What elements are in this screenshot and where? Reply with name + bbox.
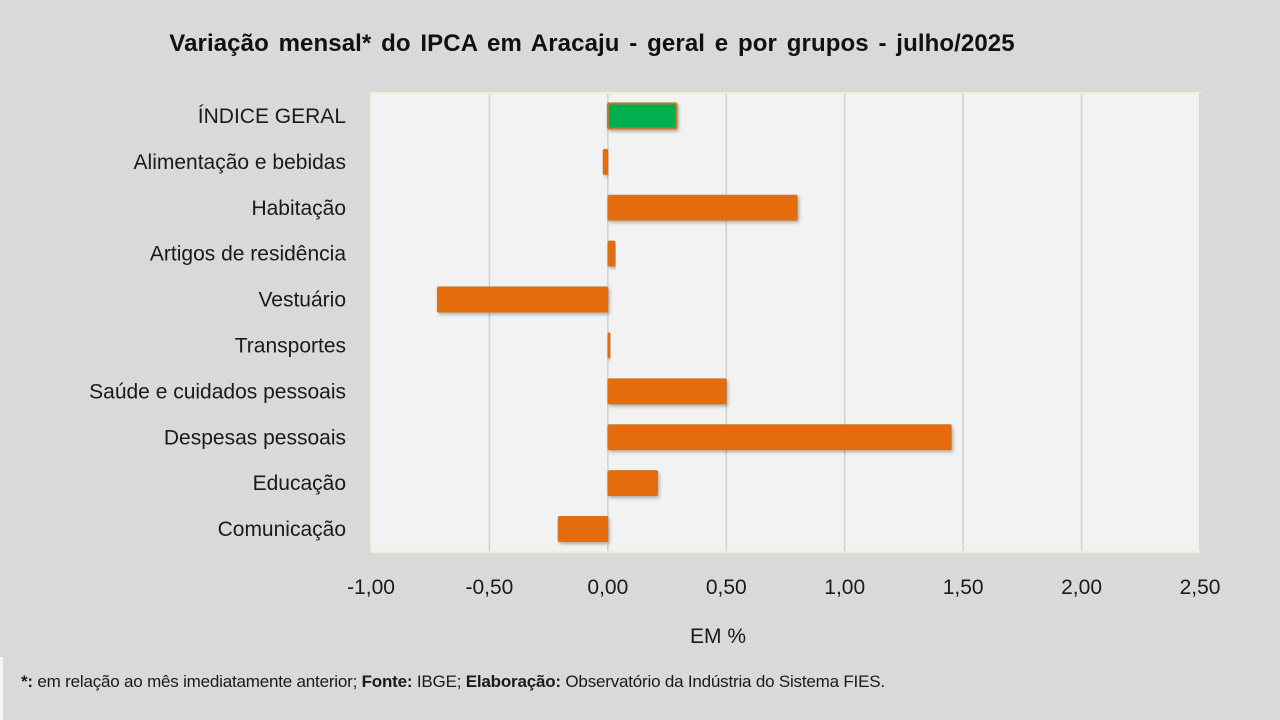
plot-area (370, 92, 1201, 553)
bar-2 (607, 194, 798, 221)
footnote-elaboration-text: Observatório da Indústria do Sistema FIE… (560, 672, 885, 691)
category-label: Habitação (251, 197, 346, 220)
x-tick-label: 2,00 (1061, 576, 1102, 599)
bar-4 (436, 286, 609, 313)
category-label: Saúde e cuidados pessoais (89, 380, 346, 403)
footnote-star-text: em relação ao mês imediatamente anterior… (32, 672, 362, 691)
category-label: Transportes (235, 334, 346, 357)
bar-3 (607, 240, 616, 267)
x-tick-label: -0,50 (465, 576, 513, 599)
category-label: Educação (253, 472, 346, 495)
x-tick-label: 0,50 (706, 576, 747, 599)
x-tick-label: 1,00 (824, 576, 865, 599)
bar-5 (607, 332, 611, 359)
category-label: Comunicação (218, 518, 346, 541)
footnote-elaboration-label: Elaboração: (465, 672, 561, 691)
category-label: Despesas pessoais (164, 426, 346, 449)
footnote: *: em relação ao mês imediatamente anter… (21, 672, 885, 692)
x-axis-title: EM % (690, 625, 746, 648)
category-labels: ÍNDICE GERAL Alimentação e bebidas Habitaç… (89, 105, 346, 541)
category-label: Alimentação e bebidas (134, 151, 346, 174)
x-tick-labels: -1,00 -0,50 0,00 0,50 1,00 1,50 2,00 2,50 (347, 576, 1220, 599)
x-tick-label: 1,50 (943, 576, 984, 599)
bar-8 (607, 470, 658, 497)
bar-0 (606, 102, 678, 130)
bar-7 (607, 424, 952, 451)
bar-9 (557, 516, 609, 543)
footnote-source-label: Fonte: (361, 672, 413, 691)
x-tick-label: 2,50 (1180, 576, 1221, 599)
footnote-star-label: *: (21, 672, 33, 691)
footnote-box: *: em relação ao mês imediatamente anter… (0, 657, 1280, 720)
category-label: Artigos de residência (150, 243, 346, 266)
chart-title: Variação mensal* do IPCA em Aracaju - ge… (169, 30, 1015, 57)
bars (436, 102, 952, 543)
footnote-source-text: IBGE; (412, 672, 466, 691)
x-tick-label: -1,00 (347, 576, 395, 599)
category-label: ÍNDICE GERAL (198, 105, 346, 128)
category-label: Vestuário (258, 289, 346, 312)
x-tick-label: 0,00 (587, 576, 628, 599)
bar-1 (602, 148, 609, 175)
bar-6 (607, 378, 727, 405)
